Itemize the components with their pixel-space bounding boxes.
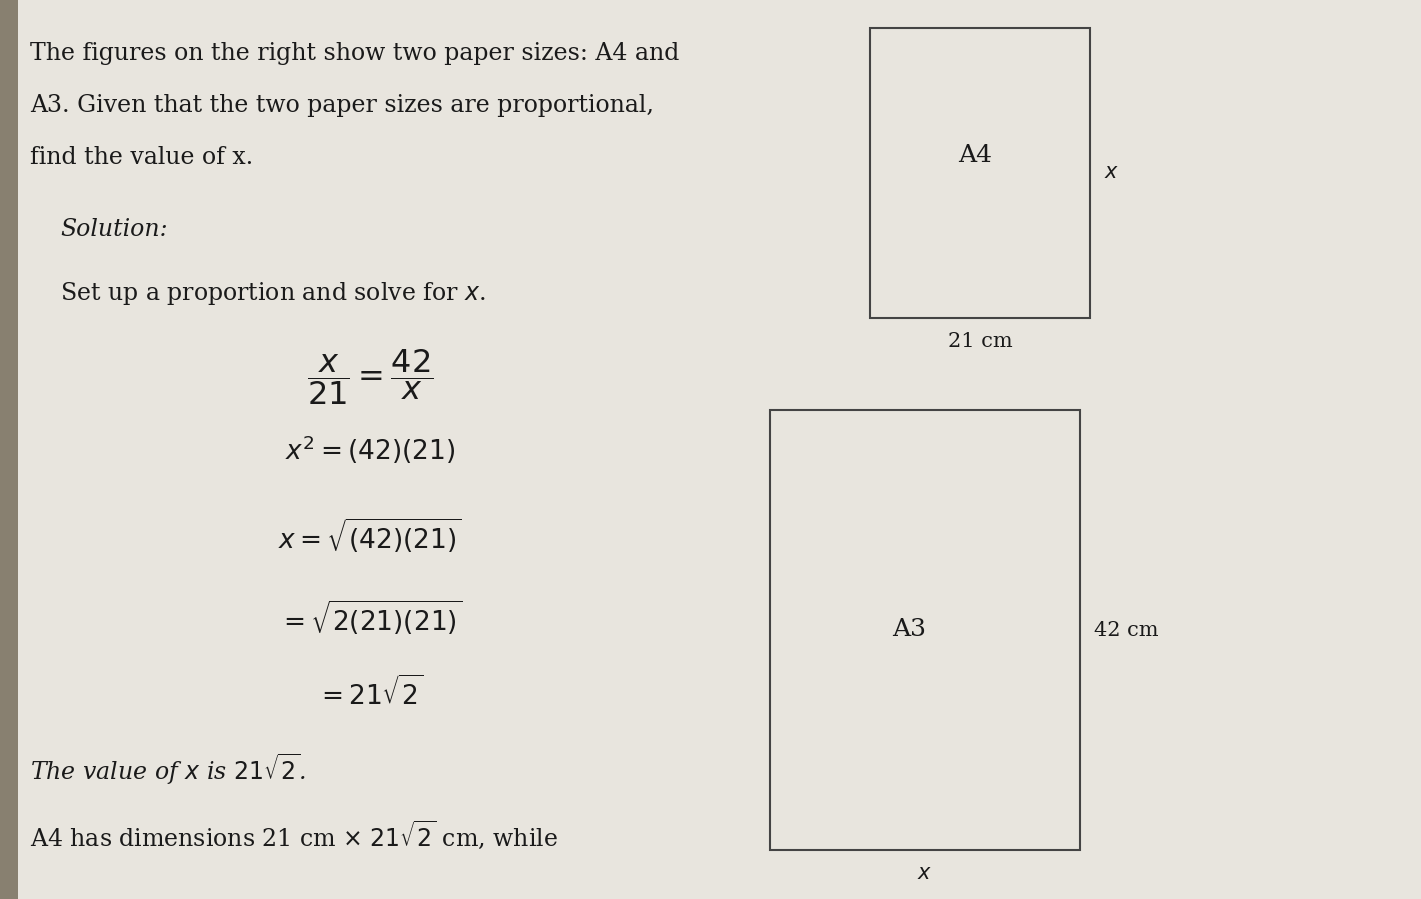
- Text: $x$: $x$: [918, 864, 932, 883]
- Bar: [770, 410, 1080, 850]
- Text: A4: A4: [959, 144, 993, 167]
- Text: $= \sqrt{2(21)(21)}$: $= \sqrt{2(21)(21)}$: [277, 598, 462, 636]
- Text: $= 21\sqrt{2}$: $= 21\sqrt{2}$: [317, 675, 423, 709]
- Bar: [870, 28, 1090, 318]
- Text: The figures on the right show two paper sizes: A4 and: The figures on the right show two paper …: [30, 42, 679, 65]
- Text: $x^{2} = (42)(21)$: $x^{2} = (42)(21)$: [284, 434, 455, 467]
- Text: Solution:: Solution:: [60, 218, 168, 241]
- Text: find the value of x.: find the value of x.: [30, 146, 253, 169]
- Text: $x$: $x$: [1104, 164, 1120, 182]
- Text: A4 has dimensions 21 cm $\times$ $21\sqrt{2}$ cm, while: A4 has dimensions 21 cm $\times$ $21\sqr…: [30, 819, 558, 851]
- Text: Set up a proportion and solve for $x$.: Set up a proportion and solve for $x$.: [60, 280, 486, 307]
- Text: 21 cm: 21 cm: [948, 332, 1012, 351]
- Text: 42 cm: 42 cm: [1094, 620, 1158, 639]
- Text: A3: A3: [892, 619, 926, 642]
- Text: The value of $x$ is $21\sqrt{2}$.: The value of $x$ is $21\sqrt{2}$.: [30, 752, 306, 788]
- Text: A3. Given that the two paper sizes are proportional,: A3. Given that the two paper sizes are p…: [30, 94, 654, 117]
- Text: $x = \sqrt{(42)(21)}$: $x = \sqrt{(42)(21)}$: [279, 516, 462, 555]
- Bar: [0, 0, 18, 899]
- Text: $\dfrac{x}{21} = \dfrac{42}{x}$: $\dfrac{x}{21} = \dfrac{42}{x}$: [307, 347, 433, 407]
